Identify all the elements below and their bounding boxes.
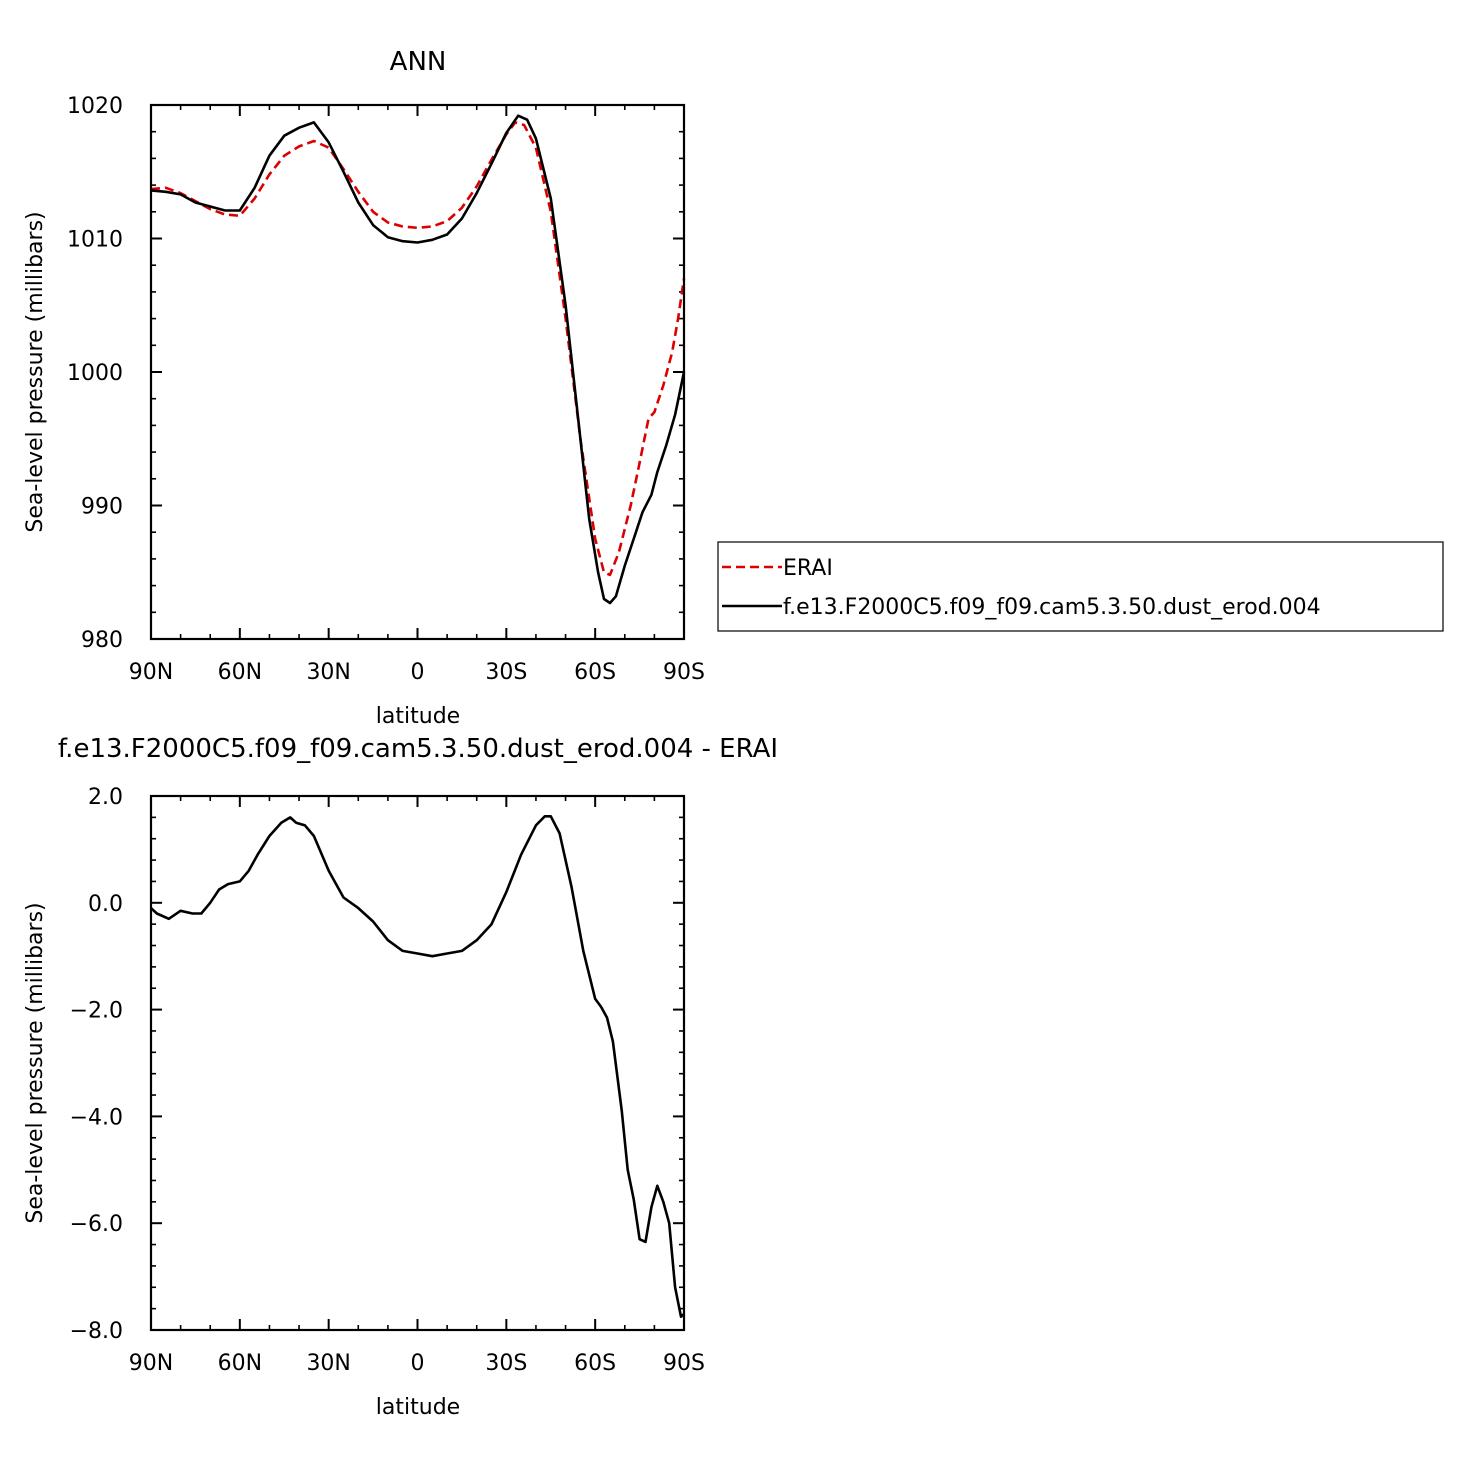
legend-model-label: f.e13.F2000C5.f09_f09.cam5.3.50.dust_ero… [783, 595, 1321, 620]
top-ytick-label: 1020 [67, 94, 123, 119]
top-series-line-1 [150, 114, 686, 605]
top-xtick-label: 0 [411, 660, 425, 685]
bottom-xtick-label: 90S [663, 1351, 705, 1376]
top-xtick-label: 30S [485, 660, 527, 685]
top-xtick-label: 60N [218, 660, 262, 685]
top-axis-ticks: 90N 60N 30N 0 30S 60S 90S 980 990 1000 1010 1020 [67, 94, 705, 685]
bottom-ytick-label: −6.0 [70, 1212, 123, 1237]
bottom-xtick-label: 0 [411, 1351, 425, 1376]
bottom-xtick-label: 30S [485, 1351, 527, 1376]
top-ytick-label: 980 [81, 628, 123, 653]
bottom-ytick-label: −2.0 [70, 999, 123, 1024]
bottom-xtick-label: 90N [129, 1351, 173, 1376]
bottom-series-lines [150, 815, 685, 1318]
top-series-line-0 [150, 121, 686, 577]
bottom-chart-ylabel: Sea-level pressure (millibars) [23, 902, 48, 1223]
top-xtick-label: 90N [129, 660, 173, 685]
top-series-lines [150, 114, 686, 605]
top-ytick-label: 1000 [67, 361, 123, 386]
legend-erai-label: ERAI [783, 556, 833, 581]
panel-bottom-chart: f.e13.F2000C5.f09_f09.cam5.3.50.dust_ero… [23, 734, 778, 1420]
bottom-ytick-label: −4.0 [70, 1105, 123, 1130]
top-xtick-label: 90S [663, 660, 705, 685]
top-chart-ylabel: Sea-level pressure (millibars) [23, 211, 48, 532]
top-ytick-label: 1010 [67, 228, 123, 253]
bottom-ytick-label: 0.0 [88, 892, 123, 917]
top-xtick-label: 60S [574, 660, 616, 685]
legend: ERAI f.e13.F2000C5.f09_f09.cam5.3.50.dus… [717, 541, 1444, 632]
bottom-plot-frame [149, 794, 686, 1332]
bottom-ytick-label: 2.0 [88, 785, 123, 810]
top-chart-title: ANN [390, 47, 447, 77]
top-xtick-label: 30N [306, 660, 350, 685]
bottom-xtick-label: 30N [306, 1351, 350, 1376]
top-ytick-label: 990 [81, 495, 123, 520]
top-chart-xlabel: latitude [376, 704, 460, 729]
bottom-xtick-label: 60S [574, 1351, 616, 1376]
top-plot-frame [149, 103, 686, 641]
bottom-chart-xlabel: latitude [376, 1395, 460, 1420]
bottom-series-line-0 [150, 815, 685, 1318]
legend-box [717, 541, 1444, 632]
bottom-chart-title: f.e13.F2000C5.f09_f09.cam5.3.50.dust_ero… [58, 734, 778, 764]
panel-top-chart: ANN Sea-level pressure (millibars) latit… [23, 47, 705, 729]
bottom-axis-ticks: 90N 60N 30N 0 30S 60S 90S −8.0 −6.0 −4.0 −2.0 0.0 2.… [70, 785, 705, 1376]
bottom-ytick-label: −8.0 [70, 1319, 123, 1344]
bottom-xtick-label: 60N [218, 1351, 262, 1376]
